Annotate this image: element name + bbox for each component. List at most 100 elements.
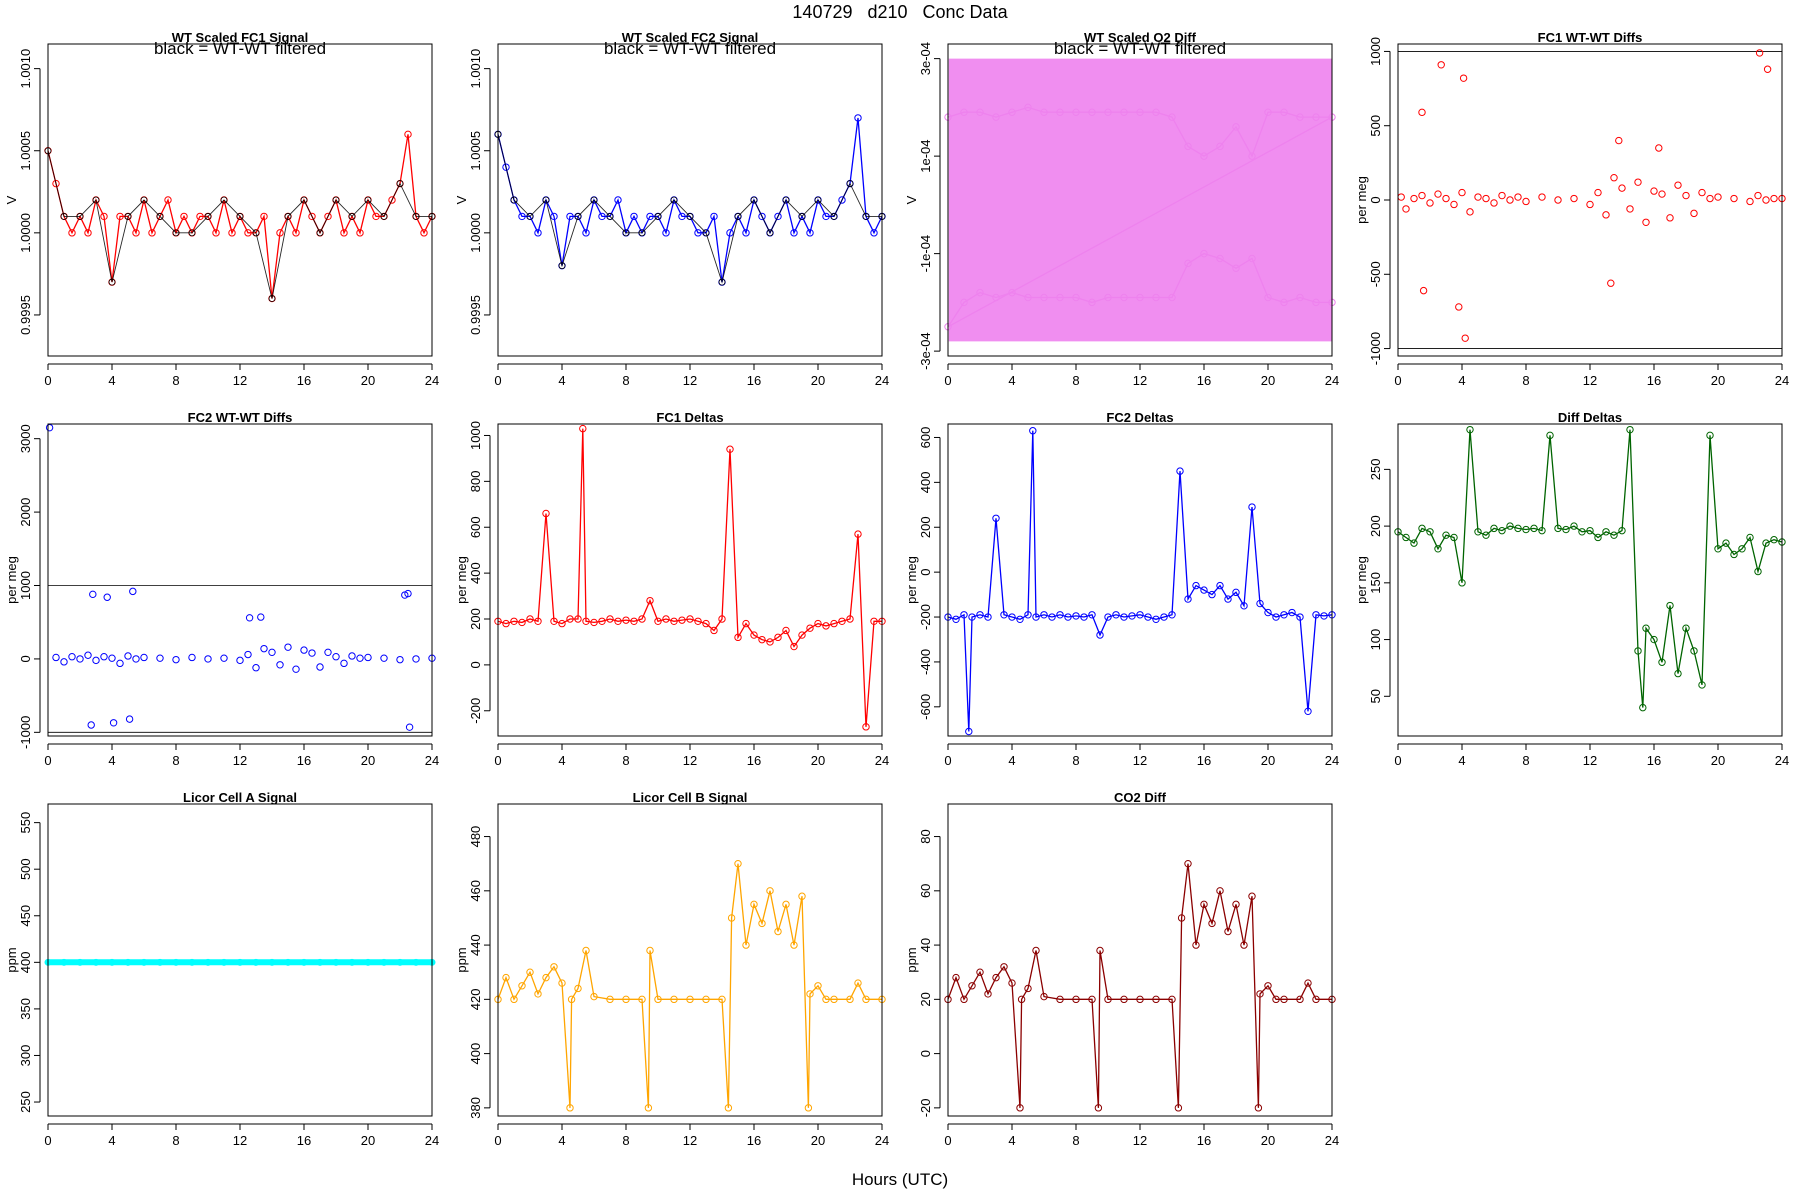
data-point (742, 941, 750, 949)
data-point (678, 212, 686, 221)
y-axis-label: ppm (454, 947, 469, 972)
data-point (992, 973, 1000, 982)
data-point (1626, 425, 1634, 434)
data-point (1256, 990, 1264, 998)
data-point (1200, 900, 1208, 909)
panel-wt-scaled-o2-diff: 0 4 8 12 16 20 24 -3e-04 -1e-04 1e-04 3e-04 V WT Sca… (904, 30, 1339, 388)
data-point (84, 651, 92, 659)
data-point (292, 229, 300, 237)
data-point (702, 619, 710, 628)
data-point (125, 715, 134, 723)
filtered-series-point (718, 278, 726, 286)
data-point (727, 914, 736, 922)
y-axis-label: per meg (454, 556, 469, 604)
data-point (846, 615, 854, 623)
y-tick-label: 1.0005 (18, 131, 33, 171)
data-point (308, 649, 316, 657)
data-point (590, 992, 598, 1001)
y-axis-label: ppm (904, 947, 919, 972)
data-point (1586, 526, 1594, 535)
data-point (862, 995, 870, 1004)
filtered-series-point (332, 196, 340, 204)
filtered-series-point (542, 196, 550, 204)
y-tick-label: 1.0000 (18, 213, 33, 253)
data-point (1208, 919, 1216, 928)
data-point (404, 130, 412, 139)
data-point (324, 648, 332, 657)
data-point (1248, 254, 1256, 263)
data-point (574, 984, 582, 993)
data-point (1032, 613, 1040, 621)
data-point (566, 615, 574, 623)
data-point (124, 652, 132, 660)
x-tick-label: 12 (233, 373, 247, 388)
data-point (1216, 887, 1224, 895)
data-point (364, 958, 372, 966)
data-point (1072, 995, 1080, 1004)
filtered-series-point (92, 196, 100, 204)
data-point (806, 990, 814, 998)
data-point (1418, 191, 1426, 200)
plot-frame (1397, 43, 1783, 357)
data-point (1088, 611, 1096, 619)
panel-fc1-wt-wt-diffs: 0 4 8 12 16 20 24 -1000 -500 0 500 1000 per meg FC1 W… (1354, 30, 1789, 388)
data-point (1112, 611, 1120, 619)
data-point (1264, 982, 1272, 990)
panel-title: Diff Deltas (1558, 410, 1622, 425)
y-tick-label: 50 (1368, 689, 1383, 703)
filtered-series-point (782, 196, 790, 204)
diff-deltas-line (1397, 429, 1783, 708)
data-point (976, 108, 984, 116)
data-point (1008, 979, 1016, 987)
panel-fc2-wt-wt-diffs: 0 4 8 12 16 20 24 -1000 0 1000 2000 3000 per meg FC2 … (4, 410, 439, 768)
filtered-series-point (108, 278, 116, 286)
data-point (1104, 293, 1112, 302)
data-point (132, 229, 140, 237)
x-tick-label: 8 (172, 1133, 179, 1148)
x-tick-label: 20 (811, 1133, 825, 1148)
y-tick-label: 300 (18, 1045, 33, 1067)
filtered-series-point (188, 229, 196, 237)
y-tick-label: -3e-04 (918, 332, 933, 370)
data-point (1248, 503, 1256, 511)
data-point (156, 654, 164, 662)
data-point (1594, 533, 1602, 542)
data-point (1618, 184, 1626, 192)
data-point (300, 646, 308, 654)
y-tick-label: -200 (918, 604, 933, 630)
data-point (420, 229, 428, 237)
y-tick-label: 400 (18, 951, 33, 973)
x-tick-label: 8 (1072, 1133, 1079, 1148)
data-point (1674, 669, 1682, 678)
data-point (790, 229, 798, 237)
data-point (284, 643, 292, 651)
x-axis-label: Hours (UTC) (851, 1170, 949, 1189)
data-point (1264, 293, 1272, 302)
data-point (542, 509, 550, 518)
filtered-series-point (156, 213, 164, 220)
data-point (1120, 613, 1128, 621)
filtered-series-point (252, 229, 260, 237)
y-tick-label: -1000 (18, 716, 33, 749)
data-point (1264, 108, 1272, 116)
data-point (862, 723, 870, 731)
data-point (870, 229, 878, 237)
data-point (1088, 108, 1096, 116)
data-point (960, 611, 968, 619)
data-point (1152, 108, 1160, 116)
filtered-series-point (558, 262, 566, 270)
y-axis-label: per meg (1354, 556, 1369, 604)
data-point (1056, 108, 1064, 116)
data-point (742, 229, 750, 237)
x-tick-label: 16 (1647, 373, 1661, 388)
data-point (992, 293, 1000, 302)
data-point (1320, 612, 1328, 620)
data-point (710, 212, 718, 221)
x-tick-label: 20 (361, 373, 375, 388)
data-point (1288, 608, 1296, 617)
filtered-series-point (686, 213, 694, 220)
data-point (804, 1104, 813, 1112)
filtered-series-point (798, 213, 806, 220)
data-point (1466, 208, 1474, 216)
y-tick-label: 400 (468, 562, 483, 584)
